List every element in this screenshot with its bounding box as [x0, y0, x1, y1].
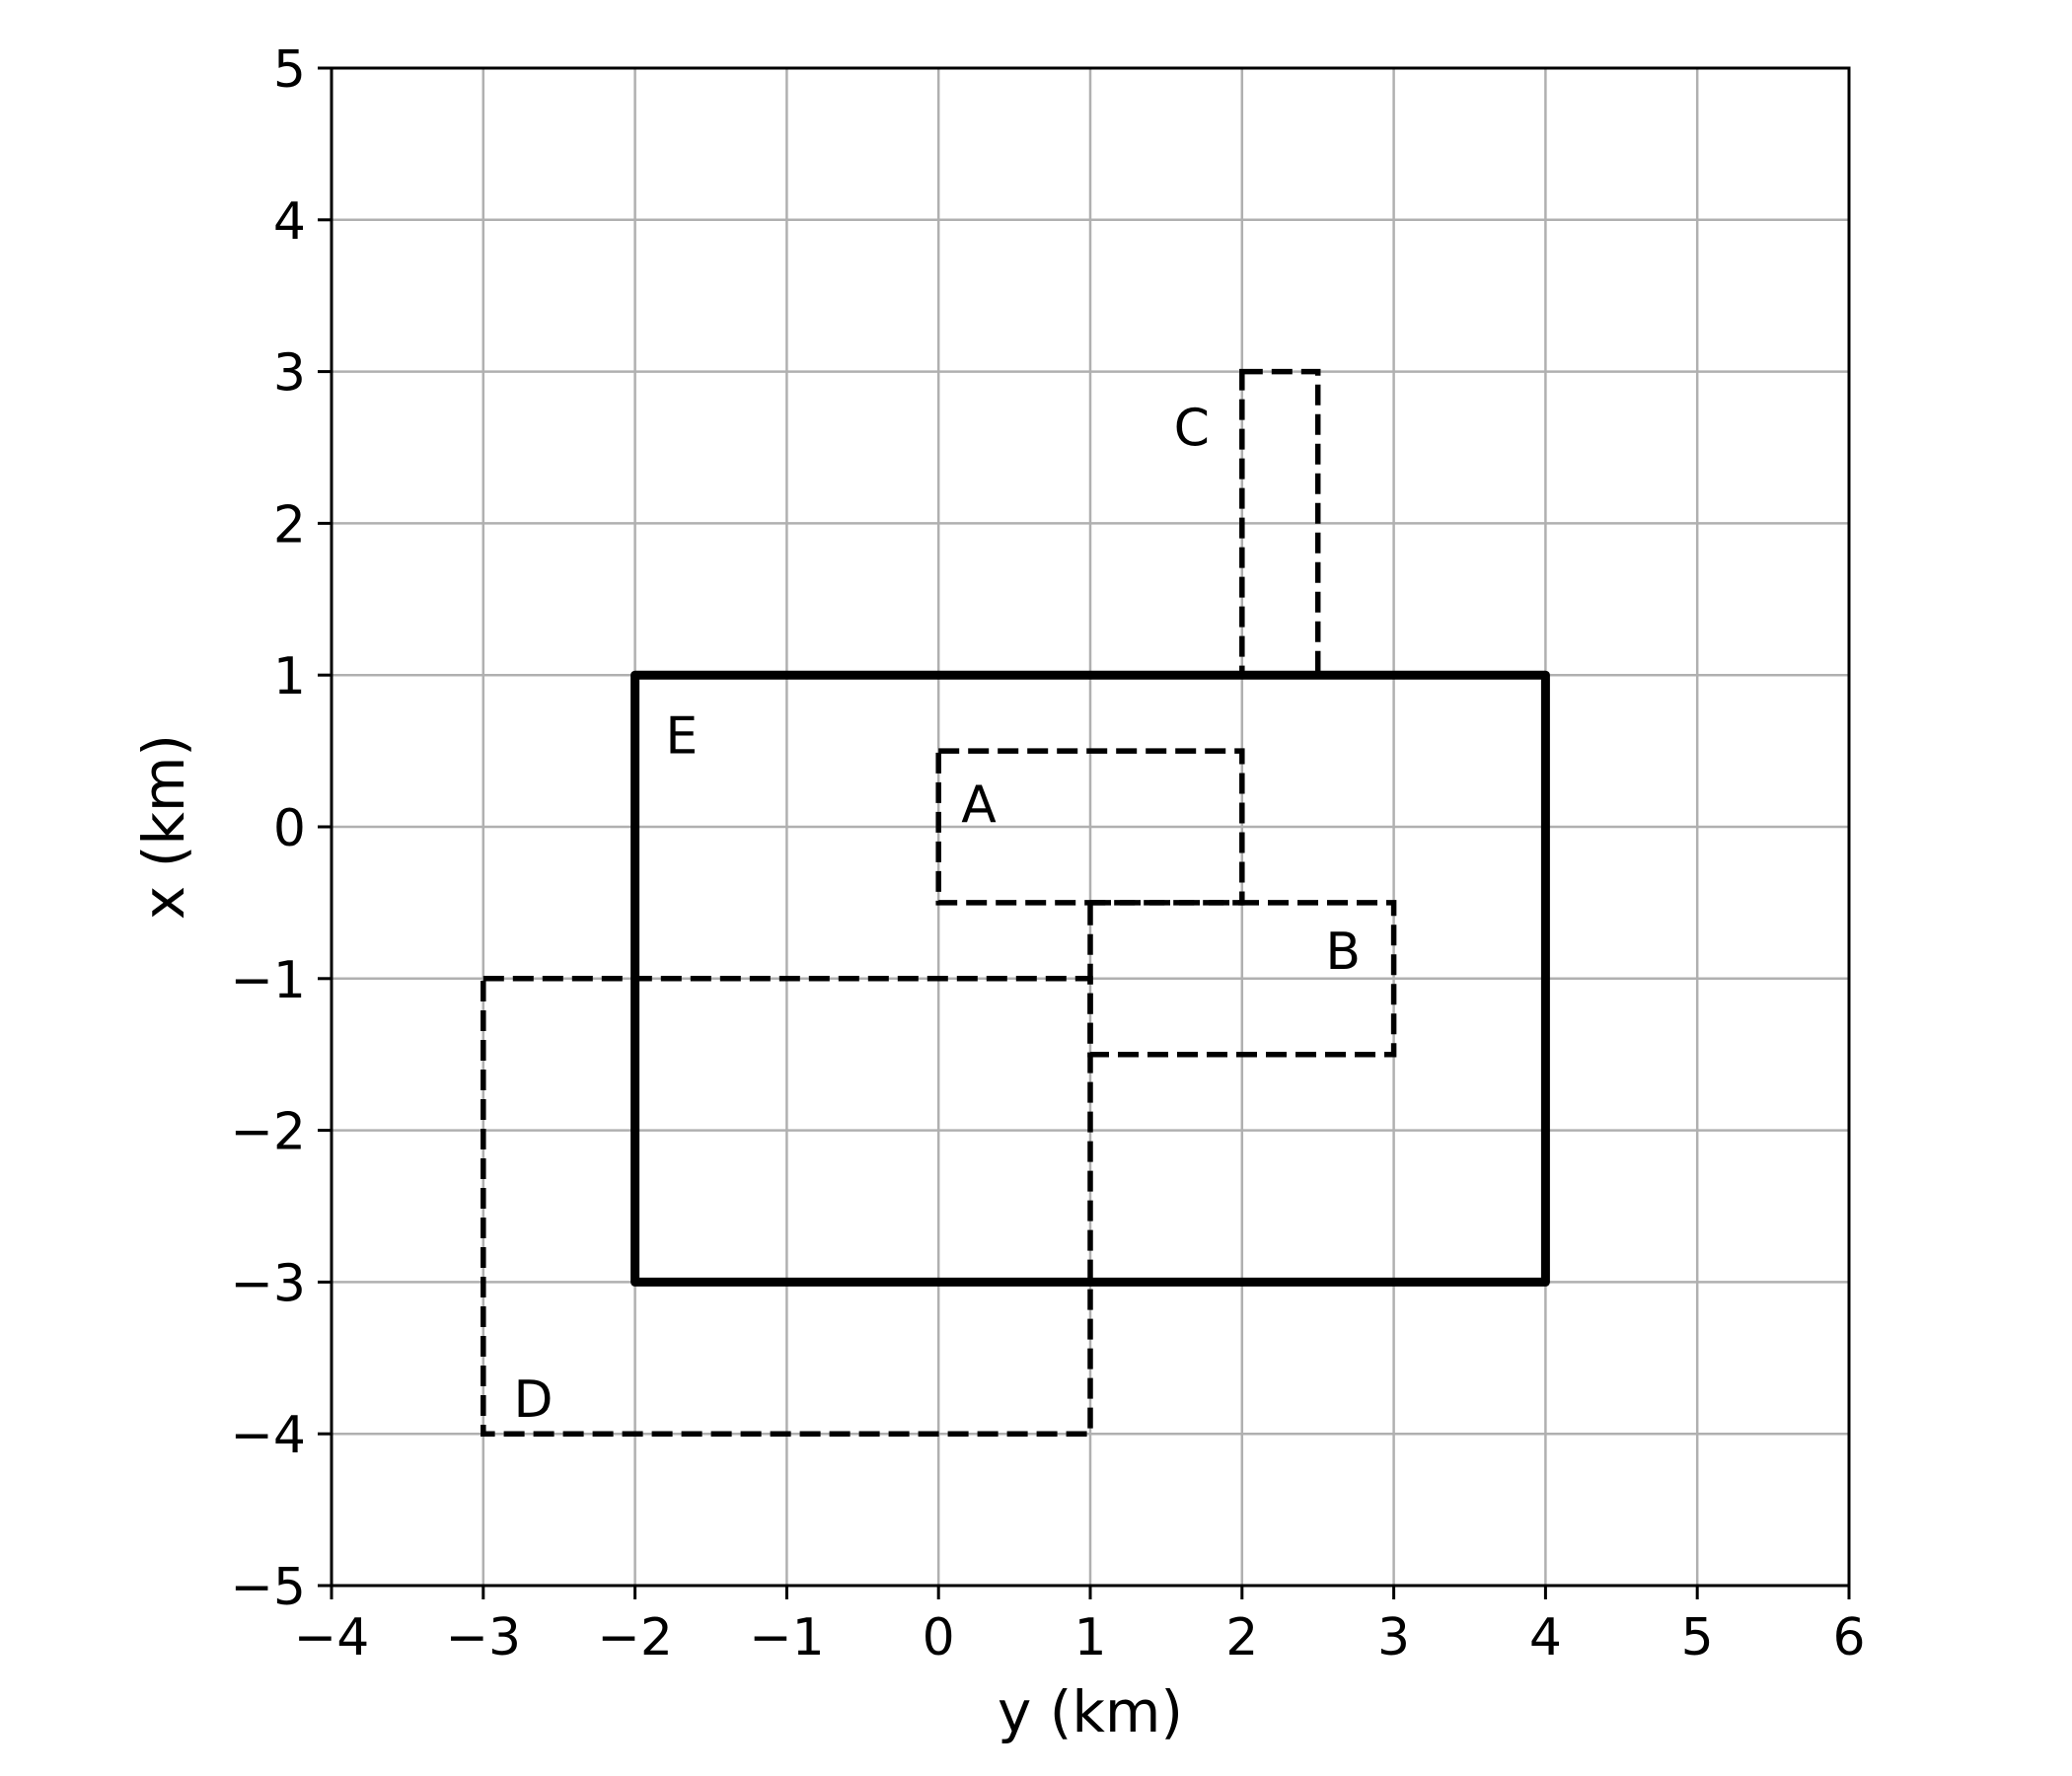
y-tick-label-5: 0 [273, 799, 306, 858]
x-tick-label-6: 2 [1225, 1608, 1258, 1667]
rect-label-a: A [961, 776, 997, 835]
y-tick-label-4: −1 [230, 951, 306, 1010]
rect-label-e: E [665, 707, 698, 767]
x-tick-label-7: 3 [1377, 1608, 1410, 1667]
y-tick-label-1: −4 [230, 1406, 306, 1465]
y-tick-label-6: 1 [273, 647, 306, 706]
rect-d [481, 976, 1093, 1437]
y-tick-label-3: −2 [230, 1103, 306, 1162]
x-tick-label-8: 4 [1529, 1608, 1562, 1667]
x-tick-label-10: 6 [1832, 1608, 1865, 1667]
x-axis-label: y (km) [998, 1678, 1183, 1745]
x-tick-label-2: −2 [597, 1608, 673, 1667]
y-tick-label-2: −3 [230, 1254, 306, 1313]
x-tick-label-9: 5 [1681, 1608, 1714, 1667]
rect-label-b: B [1325, 923, 1361, 982]
x-tick-label-5: 1 [1073, 1608, 1106, 1667]
x-tick-label-1: −3 [445, 1608, 521, 1667]
y-axis-label: x (km) [130, 734, 197, 920]
x-tick-label-3: −1 [749, 1608, 825, 1667]
rect-label-c: C [1174, 400, 1210, 459]
y-tick-label-7: 2 [273, 495, 306, 555]
x-tick-label-0: −4 [294, 1608, 370, 1667]
rect-c [1239, 368, 1321, 678]
y-tick-label-0: −5 [230, 1558, 306, 1617]
rect-label-d: D [514, 1370, 554, 1430]
y-tick-label-9: 4 [273, 192, 306, 252]
rectangles: E A B C D [481, 368, 1550, 1437]
y-tick-labels: −5 −4 −3 −2 −1 0 1 2 3 4 5 [230, 40, 306, 1617]
tick-marks [318, 66, 1851, 1599]
y-tick-label-8: 3 [273, 344, 306, 404]
x-tick-labels: −4 −3 −2 −1 0 1 2 3 4 5 6 [294, 1608, 1866, 1667]
x-tick-label-4: 0 [923, 1608, 955, 1667]
y-tick-label-10: 5 [273, 40, 306, 100]
